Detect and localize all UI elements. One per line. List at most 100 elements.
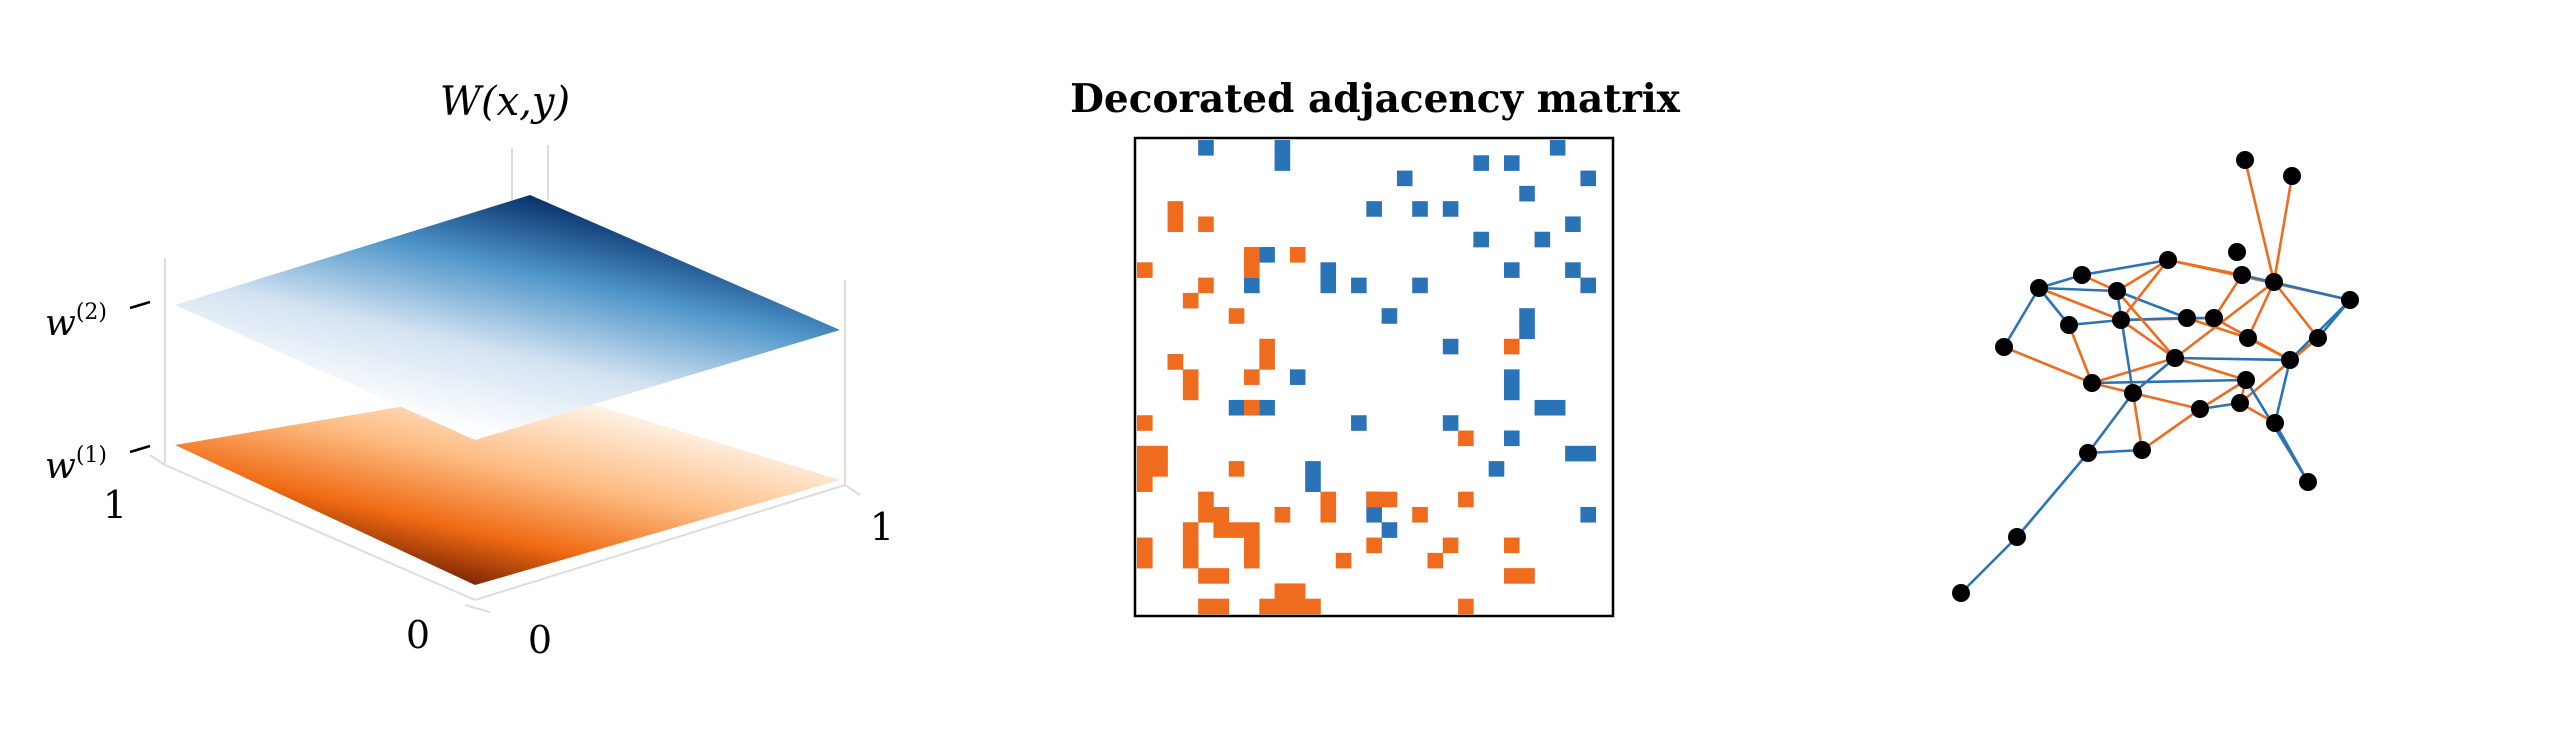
matrix-cell-orange (1458, 491, 1474, 508)
matrix-cell-orange (1305, 598, 1321, 615)
matrix-cell-orange (1320, 491, 1337, 508)
matrix-cell-orange (1137, 415, 1153, 431)
matrix-frame (1133, 136, 1615, 618)
graph-edge-blue (2241, 273, 2351, 302)
matrix-cell-orange (1167, 216, 1184, 233)
matrix-cell-orange (1244, 247, 1260, 263)
level-label-w1: w(1) (45, 443, 107, 487)
matrix-cell-orange (1167, 201, 1184, 217)
graph-node (2299, 473, 2317, 491)
matrix-cell-orange (1182, 552, 1199, 569)
axis-tick-label: 1 (870, 505, 894, 549)
matrix-cell-orange (1274, 598, 1291, 615)
graph-node (2133, 441, 2151, 459)
graph-node (2112, 311, 2130, 329)
graph-node (2030, 279, 2048, 297)
matrix-cell-blue (1351, 415, 1367, 431)
graphon-title: W(x,y) (440, 79, 570, 125)
graph-edge-blue (2132, 357, 2176, 394)
matrix-cell-blue (1503, 369, 1520, 385)
matrix-cell-orange (1442, 537, 1459, 554)
matrix-cell-orange (1244, 522, 1260, 538)
matrix-cell-blue (1503, 384, 1520, 401)
graph-node (2231, 394, 2249, 412)
graph-edge-blue (2002, 287, 2041, 348)
matrix-cell-orange (1259, 598, 1275, 615)
graph-edge-orange (2272, 281, 2320, 339)
matrix-cells (1137, 140, 1597, 615)
matrix-cell-blue (1473, 155, 1489, 171)
graph-edge-orange (2067, 324, 2094, 384)
graph-edge-blue (2016, 452, 2089, 538)
graph-edge-orange (2116, 290, 2176, 359)
matrix-cell-blue (1198, 140, 1214, 156)
matrix-cell-orange (1412, 506, 1428, 523)
matrix-cell-orange (1244, 552, 1260, 569)
matrix-cell-orange (1366, 491, 1382, 508)
graph-edge-orange (2116, 258, 2169, 293)
matrix-cell-orange (1213, 568, 1230, 584)
matrix-cell-blue (1351, 277, 1367, 294)
graph-node (1952, 584, 1970, 602)
matrix-cell-blue (1442, 415, 1459, 431)
matrix-cell-blue (1519, 308, 1535, 324)
level-label-w2: w(2) (45, 300, 107, 344)
graph-node (2060, 316, 2078, 334)
matrix-cell-orange (1259, 338, 1275, 355)
matrix-cell-blue (1244, 277, 1260, 294)
matrix-cell-blue (1274, 140, 1291, 156)
graph-edge-orange (2141, 407, 2201, 452)
matrix-cell-orange (1137, 476, 1153, 492)
graphon-3d-panel: W(x,y) w(2) w(1) 1 0 0 1 (45, 79, 894, 662)
matrix-cell-orange (1198, 216, 1214, 233)
matrix-cell-blue (1305, 461, 1321, 477)
matrix-cell-orange (1503, 338, 1520, 355)
matrix-cell-blue (1488, 461, 1505, 477)
matrix-cell-orange (1366, 537, 1382, 554)
graph-edge-orange (2246, 281, 2276, 339)
graph-node (2178, 309, 2196, 327)
graph-node (2239, 329, 2257, 347)
matrix-cell-orange (1320, 506, 1337, 523)
axis-tick-label: 0 (406, 613, 430, 657)
graph-edge-blue (2273, 359, 2292, 424)
graph-edges (1960, 159, 2351, 594)
graph-node (2108, 282, 2126, 300)
matrix-cell-blue (1473, 231, 1489, 248)
graph-node (2341, 291, 2359, 309)
graph-edge-orange (2174, 280, 2275, 360)
matrix-cell-blue (1519, 323, 1535, 340)
surface-w2 (175, 195, 840, 440)
matrix-cell-orange (1503, 568, 1520, 584)
graph-node (1995, 338, 2013, 356)
matrix-cell-blue (1549, 399, 1566, 416)
matrix-cell-blue (1442, 338, 1459, 355)
matrix-cell-blue (1534, 231, 1551, 248)
matrix-cell-blue (1412, 201, 1428, 217)
matrix-cell-orange (1182, 369, 1199, 385)
graph-node (2237, 371, 2255, 389)
graph-node (2079, 444, 2097, 462)
graph-edge-blue (2116, 289, 2188, 320)
matrix-cell-orange (1289, 247, 1306, 263)
adjacency-matrix-panel: Decorated adjacency matrix (1070, 76, 1681, 618)
matrix-cell-orange (1274, 506, 1291, 523)
graph-edge-orange (2272, 175, 2294, 283)
matrix-cell-blue (1366, 506, 1382, 523)
matrix-cell-orange (1458, 598, 1474, 615)
graph-edge-orange (2174, 356, 2247, 382)
matrix-title: Decorated adjacency matrix (1070, 76, 1681, 122)
graph-edge-orange (2131, 392, 2144, 451)
graph-edge-orange (2199, 378, 2247, 411)
graph-node (2008, 528, 2026, 546)
network-graph-panel (1952, 151, 2359, 602)
graph-node (2228, 243, 2246, 261)
matrix-cell-orange (1182, 537, 1199, 554)
matrix-cell-orange (1244, 369, 1260, 385)
graph-edge-orange (2003, 345, 2093, 385)
matrix-cell-orange (1137, 262, 1153, 278)
matrix-cell-orange (1335, 552, 1352, 569)
matrix-cell-blue (1565, 262, 1581, 278)
graph-edge-orange (2119, 259, 2170, 321)
